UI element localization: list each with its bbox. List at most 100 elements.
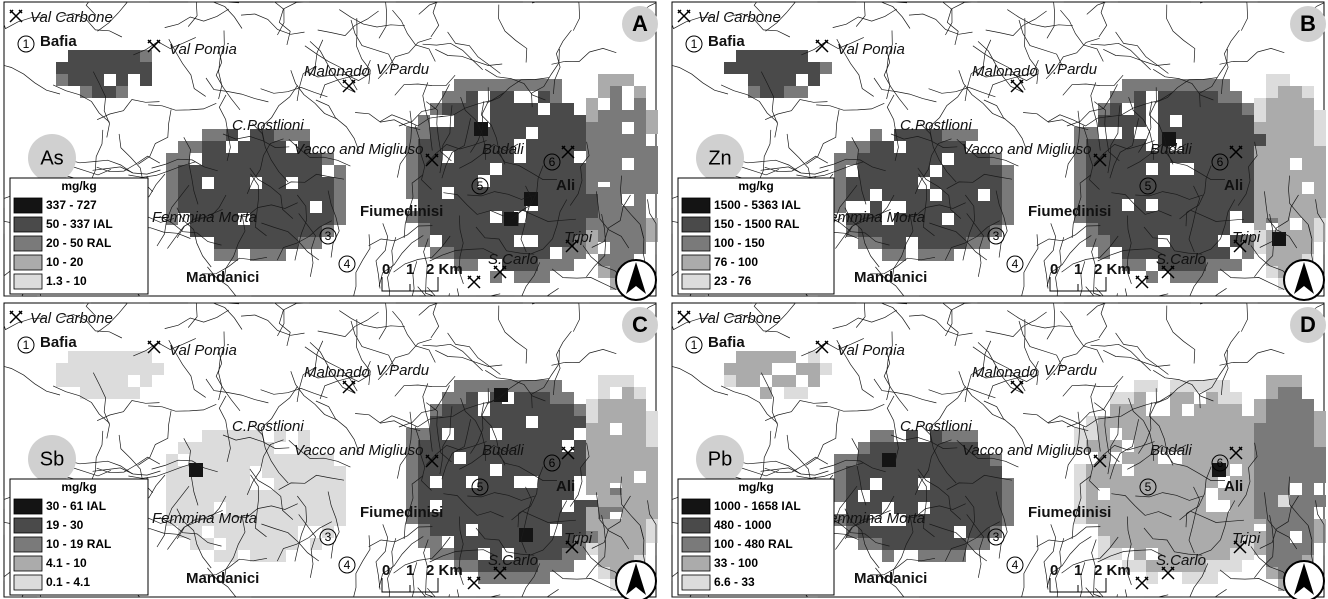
raster-cell bbox=[538, 524, 550, 536]
raster-cell bbox=[502, 175, 514, 187]
place-label: Fiumedinisi bbox=[1028, 504, 1111, 521]
raster-cell bbox=[514, 115, 526, 127]
raster-cell bbox=[238, 538, 250, 550]
raster-cell bbox=[598, 375, 610, 387]
raster-cell bbox=[574, 416, 586, 428]
raster-cell bbox=[760, 351, 772, 363]
raster-cell bbox=[214, 478, 226, 490]
raster-cell bbox=[634, 507, 646, 519]
raster-cell bbox=[226, 165, 238, 177]
raster-cell bbox=[1182, 115, 1194, 127]
raster-cell bbox=[820, 62, 832, 74]
raster-cell bbox=[990, 177, 1002, 189]
raster-cell bbox=[430, 524, 442, 536]
raster-cell bbox=[68, 74, 80, 86]
raster-cell bbox=[1254, 110, 1266, 122]
raster-cell bbox=[1290, 182, 1302, 194]
legend-entry: 1000 - 1658 IAL bbox=[714, 499, 801, 513]
raster-cell bbox=[92, 375, 104, 387]
raster-cell bbox=[954, 213, 966, 225]
raster-cell bbox=[466, 464, 478, 476]
raster-cell bbox=[784, 387, 796, 399]
raster-cell bbox=[116, 74, 128, 86]
raster-cell bbox=[1278, 471, 1290, 483]
raster-cell bbox=[930, 490, 942, 502]
raster-cell bbox=[1194, 428, 1206, 440]
raster-cell bbox=[1194, 416, 1206, 428]
scale-label: 1 bbox=[406, 562, 414, 579]
raster-cell bbox=[92, 74, 104, 86]
raster-cell bbox=[1158, 476, 1170, 488]
raster-cell bbox=[550, 199, 562, 211]
raster-cell bbox=[1302, 206, 1314, 218]
raster-cell bbox=[214, 237, 226, 249]
raster-cell bbox=[1134, 560, 1146, 572]
raster-cell bbox=[1302, 471, 1314, 483]
legend-entry: 19 - 30 bbox=[46, 518, 84, 532]
place-label: Ali bbox=[1224, 478, 1243, 495]
raster-cell bbox=[274, 454, 286, 466]
raster-cell bbox=[310, 502, 322, 514]
raster-cell bbox=[116, 62, 128, 74]
raster-cell bbox=[250, 454, 262, 466]
panel-letter: D bbox=[1300, 312, 1316, 337]
raster-cell bbox=[1242, 476, 1254, 488]
raster-cell bbox=[1302, 242, 1314, 254]
raster-cell bbox=[1206, 79, 1218, 91]
raster-cell bbox=[622, 495, 634, 507]
raster-cell bbox=[1074, 163, 1086, 175]
raster-cell bbox=[502, 163, 514, 175]
raster-cell bbox=[918, 189, 930, 201]
raster-cell bbox=[574, 199, 586, 211]
raster-cell bbox=[1170, 416, 1182, 428]
raster-cell bbox=[1086, 428, 1098, 440]
raster-cell bbox=[820, 363, 832, 375]
raster-cell bbox=[92, 387, 104, 399]
raster-cell bbox=[586, 98, 598, 110]
raster-cell bbox=[1086, 488, 1098, 500]
raster-cell bbox=[538, 500, 550, 512]
raster-cell bbox=[250, 237, 262, 249]
raster-cell bbox=[1170, 524, 1182, 536]
raster-cell bbox=[1314, 170, 1326, 182]
raster-cell bbox=[574, 163, 586, 175]
raster-cell bbox=[104, 50, 116, 62]
raster-cell bbox=[1314, 459, 1326, 471]
raster-cell bbox=[1290, 375, 1302, 387]
raster-cell bbox=[882, 550, 894, 562]
raster-cell bbox=[930, 466, 942, 478]
raster-cell bbox=[646, 447, 658, 459]
raster-cell bbox=[286, 478, 298, 490]
raster-cell bbox=[882, 141, 894, 153]
raster-cell bbox=[808, 74, 820, 86]
raster-cell bbox=[322, 478, 334, 490]
raster-cell bbox=[1002, 502, 1014, 514]
raster-cell bbox=[56, 74, 68, 86]
legend-title: mg/kg bbox=[61, 480, 96, 494]
raster-cell bbox=[190, 189, 202, 201]
site-number: 4 bbox=[344, 558, 351, 572]
raster-cell bbox=[610, 86, 622, 98]
raster-cell bbox=[610, 435, 622, 447]
raster-cell bbox=[454, 512, 466, 524]
raster-cell bbox=[1314, 411, 1326, 423]
raster-cell bbox=[978, 502, 990, 514]
raster-cell bbox=[808, 62, 820, 74]
raster-cell bbox=[550, 392, 562, 404]
raster-cell bbox=[586, 423, 598, 435]
raster-cell bbox=[1278, 254, 1290, 266]
raster-cell bbox=[466, 380, 478, 392]
raster-cell bbox=[1098, 428, 1110, 440]
raster-cell bbox=[1290, 387, 1302, 399]
raster-cell bbox=[214, 526, 226, 538]
raster-cell bbox=[634, 182, 646, 194]
raster-cell bbox=[574, 139, 586, 151]
raster-cell bbox=[1086, 223, 1098, 235]
raster-cell bbox=[978, 177, 990, 189]
raster-cell bbox=[538, 476, 550, 488]
place-label: Tripi bbox=[564, 229, 593, 246]
raster-cell bbox=[906, 478, 918, 490]
raster-cell bbox=[1194, 452, 1206, 464]
raster-cell bbox=[1266, 182, 1278, 194]
raster-cell bbox=[504, 212, 518, 226]
